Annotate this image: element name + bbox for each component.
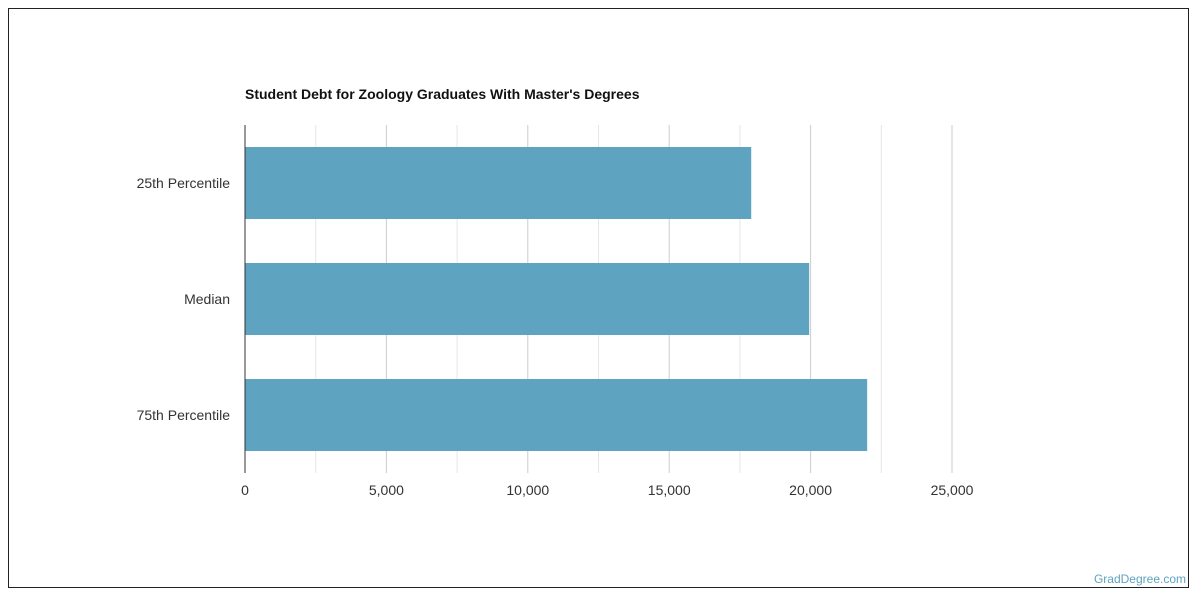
x-tick-label: 5,000 — [369, 482, 404, 498]
bars — [245, 147, 868, 451]
x-tick-label: 25,000 — [931, 482, 974, 498]
x-tick-label: 10,000 — [506, 482, 549, 498]
category-label: 25th Percentile — [137, 175, 231, 191]
x-tick-label: 0 — [241, 482, 249, 498]
x-tick-label: 15,000 — [648, 482, 691, 498]
category-labels: 25th Percentile Median 75th Percentile — [137, 175, 231, 423]
source-watermark[interactable]: GradDegree.com — [1093, 572, 1186, 586]
chart-frame — [8, 8, 1189, 588]
x-axis-ticks: 0 5,000 10,000 15,000 20,000 25,000 — [241, 482, 974, 498]
bar-median[interactable] — [245, 263, 810, 335]
chart-title: Student Debt for Zoology Graduates With … — [245, 86, 640, 102]
x-tick-label: 20,000 — [789, 482, 832, 498]
bar-75th-percentile[interactable] — [245, 379, 868, 451]
bar-25th-percentile[interactable] — [245, 147, 752, 219]
category-label: 75th Percentile — [137, 407, 231, 423]
category-label: Median — [184, 291, 230, 307]
